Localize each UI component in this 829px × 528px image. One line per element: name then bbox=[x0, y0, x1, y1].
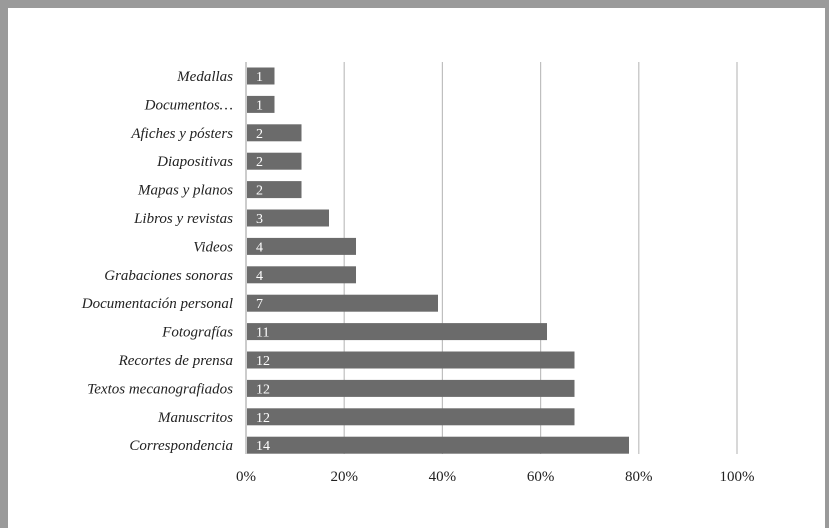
category-label: Fotografías bbox=[161, 325, 233, 341]
category-label: Videos bbox=[193, 239, 233, 255]
x-tick-label: 40% bbox=[429, 469, 457, 485]
bar-value-label: 3 bbox=[256, 212, 263, 227]
x-tick-label: 20% bbox=[330, 469, 358, 485]
bar-value-label: 12 bbox=[256, 354, 270, 369]
bar-value-label: 4 bbox=[256, 269, 263, 284]
category-label: Recortes de prensa bbox=[118, 353, 233, 369]
x-axis-ticks: 0% 20% 40% 60% 80% 100% bbox=[236, 469, 755, 485]
bar-4 bbox=[247, 181, 302, 199]
x-tick-label: 60% bbox=[527, 469, 555, 485]
category-label: Manuscritos bbox=[157, 410, 233, 426]
category-label: Documentación personal bbox=[81, 296, 233, 312]
x-tick-label: 80% bbox=[625, 469, 653, 485]
bar-value-label: 11 bbox=[256, 326, 269, 341]
bar-value-label: 12 bbox=[256, 382, 270, 397]
x-tick-label: 0% bbox=[236, 469, 256, 485]
bar-13 bbox=[247, 436, 629, 454]
bar-value-label: 2 bbox=[256, 127, 263, 142]
bar-value-label: 14 bbox=[256, 439, 270, 454]
category-label: Correspondencia bbox=[129, 438, 233, 454]
bar-value-label: 4 bbox=[256, 240, 263, 255]
bar-value-label: 2 bbox=[256, 155, 263, 170]
category-label: Libros y revistas bbox=[133, 211, 233, 227]
category-label: Mapas y planos bbox=[137, 183, 233, 199]
category-label: Afiches y pósters bbox=[130, 126, 233, 142]
bar-value-label: 1 bbox=[256, 98, 263, 113]
bar-11 bbox=[247, 379, 575, 397]
category-labels: Medallas Documentos… Afiches y pósters Diap… bbox=[81, 69, 233, 454]
bar-0 bbox=[247, 67, 275, 85]
category-label: Textos mecanografiados bbox=[87, 381, 233, 397]
bar-10 bbox=[247, 351, 575, 369]
bar-value-label: 1 bbox=[256, 70, 263, 85]
bar-2 bbox=[247, 124, 302, 142]
category-label: Diapositivas bbox=[156, 154, 233, 170]
gridlines bbox=[245, 62, 738, 454]
bar-12 bbox=[247, 408, 575, 426]
bar-9 bbox=[247, 323, 548, 341]
bar-7 bbox=[247, 266, 357, 284]
bar-value-label: 12 bbox=[256, 411, 270, 426]
category-label: Grabaciones sonoras bbox=[104, 268, 233, 284]
bar-1 bbox=[247, 95, 275, 113]
x-tick-label: 100% bbox=[720, 469, 755, 485]
bar-6 bbox=[247, 237, 357, 255]
bar-value-label: 2 bbox=[256, 184, 263, 199]
bar-3 bbox=[247, 152, 302, 170]
bar-5 bbox=[247, 209, 329, 227]
bar-8 bbox=[247, 294, 438, 312]
bar-value-label: 7 bbox=[256, 297, 263, 312]
category-label: Documentos… bbox=[144, 97, 233, 113]
category-label: Medallas bbox=[176, 69, 233, 85]
